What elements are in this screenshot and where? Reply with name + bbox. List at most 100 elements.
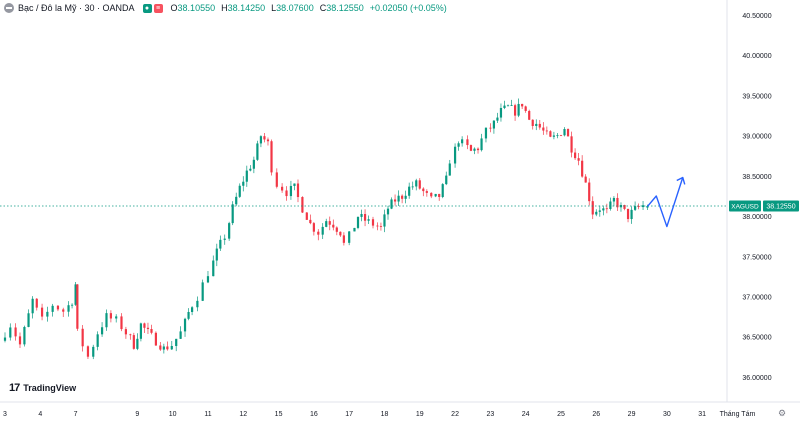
- candle-body: [535, 123, 538, 126]
- symbol-tag-label: XAGUSD: [731, 204, 759, 211]
- candle-body: [215, 248, 218, 261]
- tradingview-logo[interactable]: 17 TradingView: [9, 382, 76, 394]
- candle-body: [598, 210, 601, 212]
- symbol-tag-bg: [729, 200, 761, 212]
- candle-body: [524, 106, 527, 111]
- candle-body: [552, 135, 556, 137]
- candle-body: [332, 224, 335, 228]
- candle-body: [538, 123, 541, 128]
- ohlc-values: O38.10550 H38.14250 L38.07600 C38.12550 …: [171, 3, 447, 13]
- x-tick-label: Tháng Tám: [720, 411, 756, 418]
- y-tick-label: 36.00000: [742, 375, 771, 382]
- candle-body: [270, 141, 273, 173]
- candle-body: [70, 304, 74, 306]
- candle-body: [92, 346, 95, 357]
- candle-body: [379, 226, 383, 228]
- candle-body: [430, 192, 433, 197]
- symbol-icon[interactable]: [4, 3, 14, 13]
- candle-body: [623, 205, 626, 209]
- candle-body: [545, 130, 548, 132]
- candle-body: [438, 193, 441, 197]
- candle-body: [154, 332, 158, 346]
- candle-body: [573, 152, 577, 159]
- candle-body: [588, 182, 591, 202]
- candle-body: [281, 186, 284, 191]
- candle-body: [312, 223, 315, 232]
- status-icon[interactable]: ●: [142, 3, 152, 13]
- close-label: C: [319, 3, 327, 13]
- candle-body: [275, 172, 278, 187]
- candle-body: [425, 191, 428, 193]
- y-tick-label: 39.00000: [742, 134, 771, 141]
- chart-legend: Bạc / Đô la Mỹ · 30 · OANDA ● ≡ O38.1055…: [4, 1, 447, 15]
- candle-body: [325, 221, 328, 227]
- candle-body: [612, 197, 616, 202]
- candle-body: [445, 175, 448, 185]
- candle-body: [321, 226, 324, 235]
- candle-body: [630, 209, 633, 220]
- candle-body: [136, 338, 139, 349]
- last-price-tag-label: 38.12550: [766, 204, 795, 211]
- candle-body: [175, 338, 178, 347]
- candle-body: [342, 235, 345, 243]
- symbol-title[interactable]: Bạc / Đô la Mỹ · 30 · OANDA: [18, 3, 135, 13]
- y-tick-label: 38.50000: [742, 174, 771, 181]
- candle-body: [74, 284, 77, 305]
- candle-body: [301, 197, 304, 213]
- candle-body: [466, 139, 469, 146]
- candle-body: [105, 313, 108, 328]
- candle-body: [549, 131, 552, 137]
- candle-body: [96, 334, 99, 347]
- candle-body: [448, 163, 451, 176]
- flag-icon[interactable]: ≡: [153, 3, 163, 13]
- candle-body: [305, 212, 308, 220]
- candle-body: [581, 160, 584, 177]
- candle-body: [480, 138, 483, 151]
- candle-body: [76, 284, 79, 329]
- candle-body: [309, 219, 312, 224]
- candle-body: [646, 206, 649, 208]
- candle-body: [397, 195, 400, 202]
- candle-body: [556, 135, 559, 137]
- y-tick-label: 37.00000: [742, 295, 771, 302]
- candle-body: [179, 331, 182, 339]
- x-tick-label: 4: [38, 411, 42, 418]
- candle-body: [473, 148, 476, 151]
- candle-body: [517, 103, 520, 116]
- candle-body: [159, 345, 162, 350]
- candle-body: [563, 129, 566, 136]
- candle-body: [415, 180, 418, 187]
- candle-body: [363, 214, 367, 221]
- candle-body: [40, 307, 44, 317]
- candle-body: [263, 136, 266, 140]
- projection-path[interactable]: [646, 177, 684, 228]
- candle-body: [245, 170, 248, 182]
- candle-body: [252, 159, 255, 169]
- candle-body: [434, 193, 437, 197]
- candle-body: [461, 139, 464, 144]
- candle-body: [27, 313, 30, 327]
- candle-body: [503, 105, 506, 109]
- candle-body: [626, 208, 630, 220]
- settings-gear-icon[interactable]: ⚙: [778, 408, 787, 418]
- candle-body: [335, 227, 338, 232]
- high-label: H: [221, 3, 228, 13]
- candle-body: [86, 346, 90, 357]
- candle-body: [457, 143, 460, 147]
- candle-body: [605, 208, 608, 210]
- x-tick-label: 22: [451, 411, 459, 418]
- candle-body: [506, 105, 510, 107]
- x-tick-label: 16: [310, 411, 318, 418]
- high-value: 38.14250: [227, 3, 266, 13]
- candle-body: [228, 223, 231, 239]
- tradingview-mark-icon: 17: [9, 382, 20, 394]
- candle-body: [584, 176, 587, 183]
- candle-body: [18, 336, 22, 345]
- candle-body: [143, 323, 146, 328]
- candle-body: [196, 300, 199, 308]
- open-value: 38.10550: [177, 3, 216, 13]
- candle-body: [56, 305, 60, 310]
- x-tick-label: 7: [74, 411, 78, 418]
- candle-body: [259, 136, 263, 144]
